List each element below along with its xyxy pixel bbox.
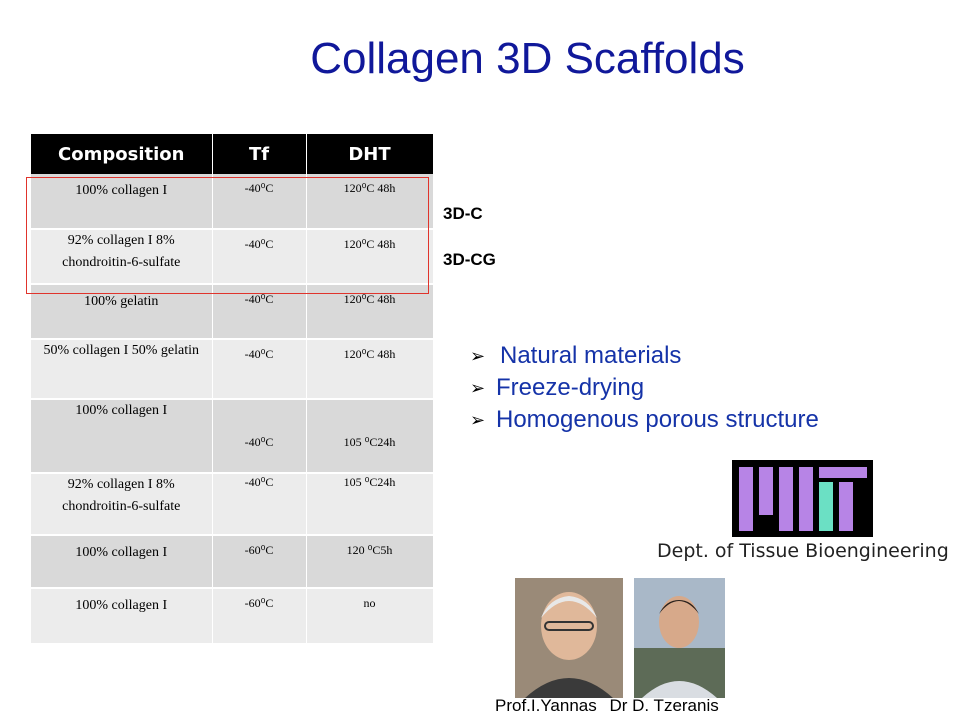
title-area: Collagen 3D Scaffolds (0, 0, 960, 100)
bullet-list: ➢ Natural materials ➢ Freeze-drying ➢ Ho… (470, 340, 819, 436)
label-3d-cg: 3D-CG (443, 250, 496, 269)
composition-table: Composition Tf DHT 100% collagen I -40⁰C… (31, 134, 434, 645)
portrait-photo-yannas (515, 578, 623, 698)
table-row: 100% collagen I -60⁰C no (31, 588, 434, 645)
arrow-bullet-icon: ➢ (470, 410, 486, 430)
table-row: 50% collagen I 50% gelatin -40⁰C 120⁰C 4… (31, 339, 434, 400)
bullet-item: ➢ Natural materials (470, 340, 819, 372)
cell-dht: 105 ⁰C24h (306, 399, 434, 474)
photo-caption: Prof.I.Yannas Dr D. Tzeranis (495, 696, 727, 716)
header-dht: DHT (306, 134, 434, 174)
cell-dht: 120⁰C 48h (306, 229, 434, 285)
cell-dht: 120⁰C 48h (306, 339, 434, 400)
slide-title: Collagen 3D Scaffolds (310, 34, 745, 83)
cell-dht: 120 ⁰C5h (306, 535, 434, 589)
cell-composition: 100% collagen I (31, 399, 213, 474)
cell-composition: 100% collagen I (31, 535, 213, 589)
cell-tf: -40⁰C (212, 473, 307, 536)
cell-composition: 92% collagen I 8% chondroitin-6-sulfate (31, 229, 213, 285)
caption-tzeranis: Dr D. Tzeranis (609, 696, 719, 715)
cell-dht: 120⁰C 48h (306, 174, 434, 230)
cell-composition: 92% collagen I 8% chondroitin-6-sulfate (31, 473, 213, 536)
header-composition: Composition (31, 134, 213, 174)
portrait-photo-tzeranis (634, 578, 725, 698)
cell-tf: -40⁰C (212, 229, 307, 285)
cell-composition: 100% collagen I (31, 174, 213, 230)
cell-composition: 50% collagen I 50% gelatin (31, 339, 213, 400)
table-row: 92% collagen I 8% chondroitin-6-sulfate … (31, 473, 434, 536)
bullet-text: Natural materials (500, 342, 682, 369)
header-tf: Tf (212, 134, 307, 174)
table-header-row: Composition Tf DHT (31, 134, 434, 174)
table-row: 92% collagen I 8% chondroitin-6-sulfate … (31, 229, 434, 285)
cell-tf: -40⁰C (212, 174, 307, 230)
cell-tf: -60⁰C (212, 588, 307, 645)
department-label: Dept. of Tissue Bioengineering (657, 540, 949, 562)
bullet-text: Freeze-drying (496, 374, 645, 401)
cell-tf: -40⁰C (212, 399, 307, 474)
arrow-bullet-icon: ➢ (470, 378, 486, 398)
label-3d-c: 3D-C (443, 204, 483, 223)
table-row: 100% collagen I -40⁰C 120⁰C 48h (31, 174, 434, 230)
bullet-item: ➢ Freeze-drying (470, 372, 819, 404)
highlight-box (26, 177, 429, 294)
bullet-text: Homogenous porous structure (496, 406, 819, 433)
arrow-bullet-icon: ➢ (470, 346, 486, 366)
bullet-item: ➢ Homogenous porous structure (470, 404, 819, 436)
table-row: 100% collagen I -60⁰C 120 ⁰C5h (31, 535, 434, 589)
cell-tf: -60⁰C (212, 535, 307, 589)
cell-tf: -40⁰C (212, 339, 307, 400)
mit-logo (732, 460, 873, 537)
cell-composition: 100% collagen I (31, 588, 213, 645)
cell-dht: 105 ⁰C24h (306, 473, 434, 536)
caption-yannas: Prof.I.Yannas (495, 696, 597, 715)
table-row: 100% collagen I -40⁰C 105 ⁰C24h (31, 399, 434, 474)
cell-dht: no (306, 588, 434, 645)
